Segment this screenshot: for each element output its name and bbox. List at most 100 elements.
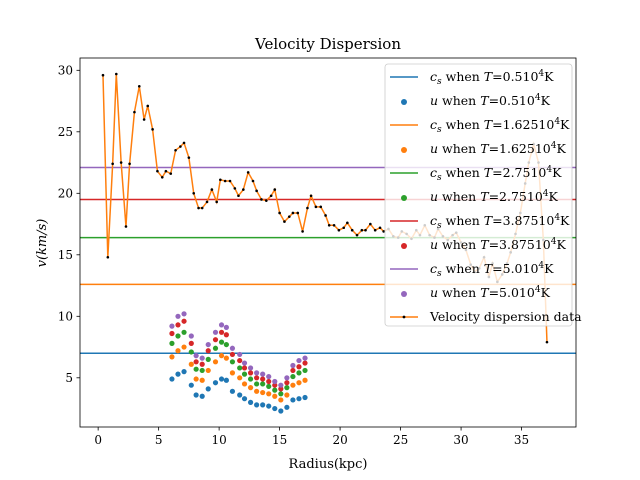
u-point-3-0 (169, 330, 175, 337)
dispersion-point-24 (210, 188, 214, 191)
u-point-3-8 (218, 329, 225, 335)
u-point-1-18 (278, 397, 284, 403)
u-point-4-5 (199, 355, 205, 361)
u-point-4-22 (302, 355, 308, 361)
u-point-0-5 (199, 393, 205, 399)
u-point-2-15 (260, 381, 266, 387)
u-point-2-3 (188, 349, 194, 355)
u-point-1-1 (175, 348, 181, 354)
u-point-0-18 (278, 408, 284, 414)
u-point-3-22 (302, 360, 308, 366)
u-point-4-18 (278, 382, 284, 388)
u-point-2-1 (175, 333, 181, 339)
legend-label-0: cs when T=0.5104K (430, 69, 554, 87)
legend-exp-8: 4 (538, 261, 544, 271)
u-point-4-12 (241, 360, 248, 366)
u-point-3-10 (229, 351, 236, 358)
y-tick-label-10: 10 (58, 309, 73, 323)
u-point-3-7 (212, 337, 219, 343)
u-point-1-17 (272, 393, 278, 399)
dispersion-point-10 (146, 104, 150, 108)
u-point-2-7 (212, 345, 219, 351)
u-point-3-21 (296, 364, 302, 370)
dispersion-point-59 (369, 222, 372, 226)
legend-pre-0: when (442, 69, 484, 84)
legend-sym-1: u (430, 93, 438, 108)
dispersion-point-15 (169, 172, 173, 175)
legend-pre-6: when (442, 213, 484, 228)
dispersion-point-45 (306, 206, 309, 210)
u-point-2-5 (199, 367, 205, 374)
u-point-1-5 (199, 377, 205, 383)
legend-tval-3: =1.62510 (489, 141, 551, 156)
u-point-3-16 (266, 378, 272, 385)
u-point-0-3 (188, 382, 194, 388)
dispersion-point-25 (215, 200, 219, 204)
u-point-2-22 (302, 367, 308, 374)
legend-label-5: u when T=2.75104K (430, 189, 559, 204)
legend-sym-2: c (430, 117, 437, 132)
dispersion-point-2 (111, 162, 114, 166)
legend-sym-3: u (430, 141, 438, 156)
u-point-1-9 (223, 355, 229, 361)
y-axis-label: v(km/s) (35, 219, 50, 268)
legend-unit-3: K (556, 141, 566, 156)
u-point-2-0 (169, 340, 175, 346)
legend-tvar-9: T (480, 285, 490, 300)
legend-marker-10 (402, 315, 406, 319)
u-point-0-21 (296, 396, 302, 402)
u-point-4-0 (169, 323, 175, 329)
legend-tval-8: =5.010 (492, 261, 538, 276)
dispersion-point-30 (237, 194, 240, 198)
u-point-0-0 (169, 376, 175, 382)
u-point-2-10 (229, 359, 236, 365)
u-point-1-10 (229, 370, 236, 376)
u-point-1-21 (296, 380, 302, 386)
dispersion-point-39 (278, 211, 281, 215)
legend-label-3: u when T=1.625104K (430, 141, 566, 156)
legend-tvar-2: T (484, 117, 494, 132)
legend-dot-7 (401, 243, 407, 249)
u-point-0-12 (241, 396, 248, 402)
u-point-0-7 (212, 380, 219, 386)
u-point-3-14 (254, 375, 260, 381)
dispersion-point-51 (332, 223, 336, 227)
dispersion-point-57 (360, 228, 364, 232)
u-point-1-2 (181, 344, 187, 350)
u-point-0-19 (284, 404, 290, 410)
legend-tval-1: =0.510 (489, 93, 535, 108)
legend-pre-5: when (438, 189, 480, 204)
u-point-1-19 (284, 392, 290, 398)
legend-tvar-3: T (480, 141, 490, 156)
u-point-1-22 (302, 377, 308, 383)
u-point-0-22 (302, 394, 308, 401)
u-point-3-5 (199, 361, 205, 367)
dispersion-point-21 (197, 206, 200, 210)
u-point-3-15 (260, 376, 266, 382)
u-point-4-13 (247, 365, 254, 371)
dispersion-point-9 (142, 118, 146, 121)
dispersion-point-3 (114, 72, 118, 76)
legend-sym-5: u (430, 189, 438, 204)
u-point-4-8 (218, 322, 225, 328)
u-point-1-12 (241, 381, 248, 387)
u-point-3-18 (278, 386, 284, 392)
u-point-4-9 (223, 324, 229, 330)
u-point-2-14 (254, 381, 260, 387)
dispersion-point-23 (205, 200, 209, 204)
legend-exp-4: 4 (546, 165, 552, 175)
u-point-0-14 (254, 402, 260, 408)
u-point-1-11 (237, 375, 243, 381)
dispersion-point-11 (151, 128, 154, 131)
u-point-4-11 (237, 351, 243, 358)
u-point-3-17 (272, 382, 278, 388)
dispersion-point-37 (269, 194, 273, 198)
legend-dot-5 (401, 195, 407, 201)
u-point-3-1 (175, 322, 181, 328)
x-tick-label-30: 30 (453, 433, 468, 447)
u-point-2-13 (247, 376, 254, 382)
legend-tval-4: =2.7510 (492, 165, 546, 180)
dispersion-point-46 (309, 194, 313, 198)
